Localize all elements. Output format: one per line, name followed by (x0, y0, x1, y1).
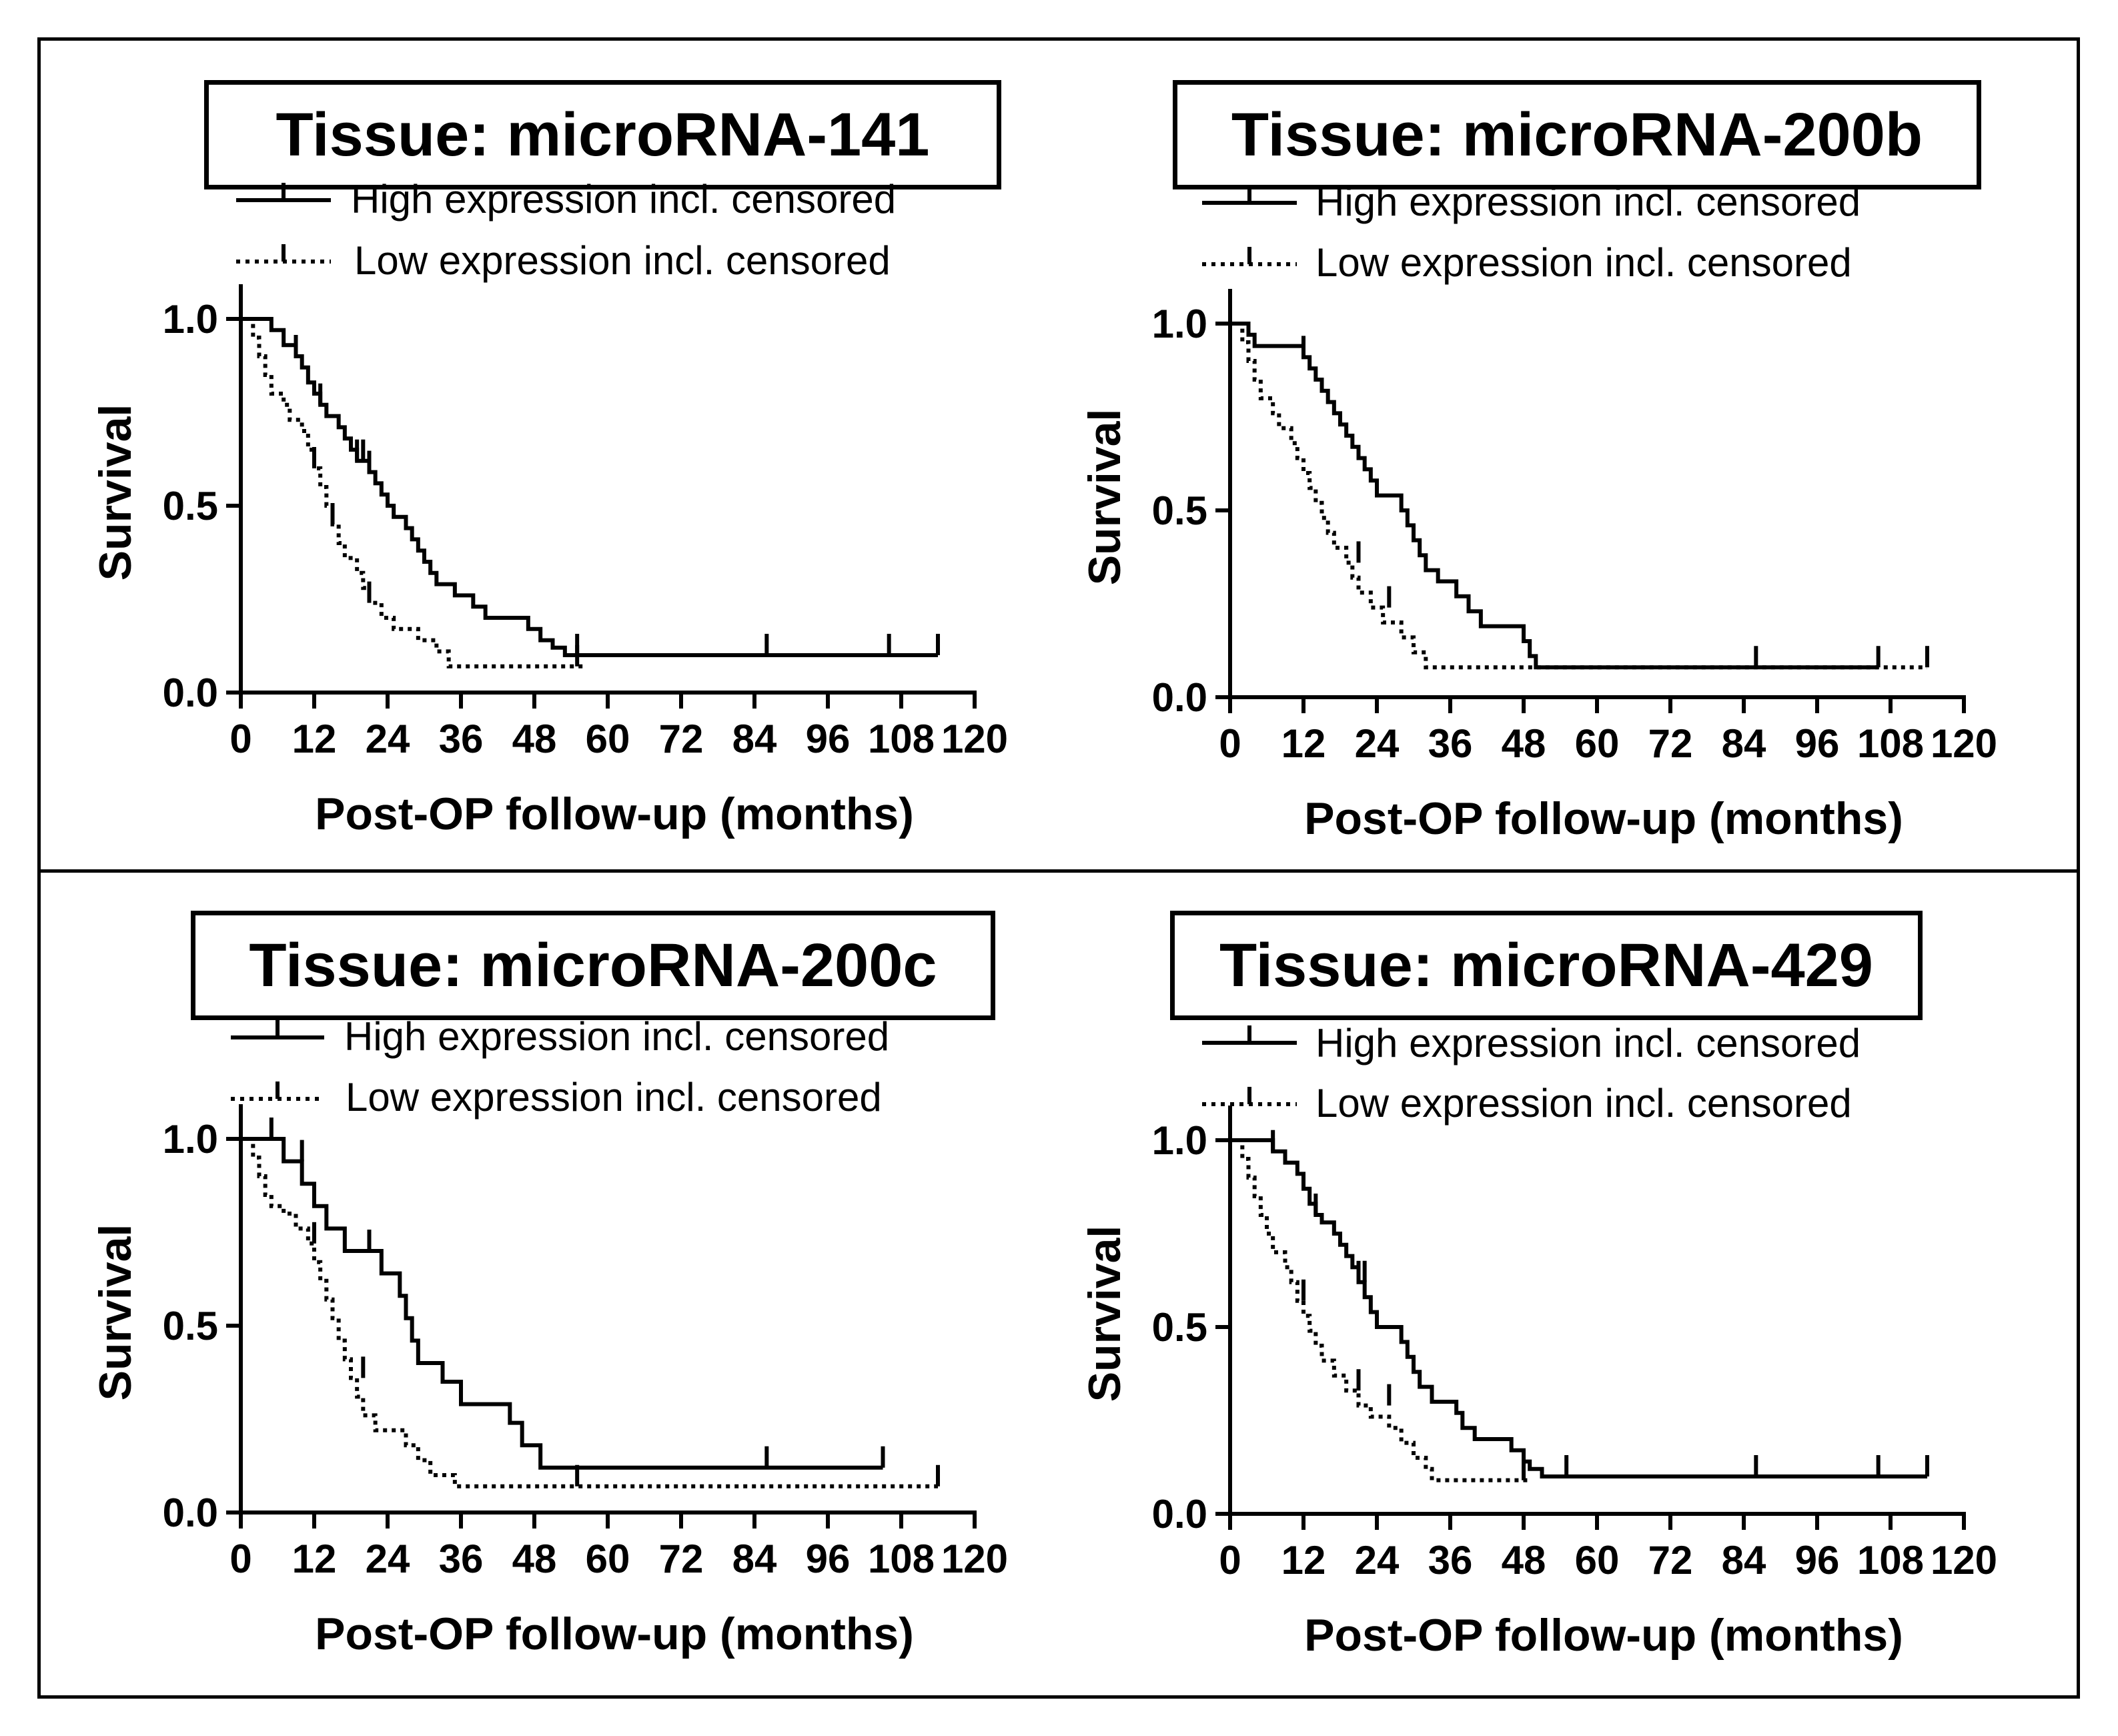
panel-title: Tissue: microRNA-200c (249, 931, 937, 999)
y-tick-label: 1.0 (1152, 1118, 1207, 1163)
legend-label-high: High expression incl. censored (1315, 179, 1861, 224)
km-plot-svg: 0 12 24 36 48 60 72 84 96 108 120 0.0 0.5 1.0 Post-OP … (1079, 1025, 1997, 1661)
x-tick-label: 12 (1281, 1538, 1326, 1583)
survival-curve-high (241, 1137, 883, 1470)
x-tick-label: 84 (732, 717, 777, 761)
x-tick-label: 24 (1355, 1538, 1400, 1583)
y-tick-label: 0.0 (1152, 675, 1207, 720)
km-panel-mir200b: Tissue: microRNA-200b High expression in… (1058, 37, 2079, 868)
x-tick-label: 96 (1795, 721, 1840, 766)
km-panel-mir141: Tissue: microRNA-141 High expression inc… (37, 37, 1058, 868)
panel-title: Tissue: microRNA-200b (1231, 100, 1923, 169)
x-axis-title: Post-OP follow-up (months) (315, 789, 914, 839)
legend-label-high: High expression incl. censored (351, 177, 897, 222)
x-tick-label: 96 (806, 1537, 851, 1581)
x-tick-label: 60 (1575, 1538, 1620, 1583)
x-tick-label: 36 (1428, 721, 1473, 766)
legend-label-low: Low expression incl. censored (354, 238, 891, 283)
x-tick-label: 12 (292, 1537, 337, 1581)
km-plot-svg: 0 12 24 36 48 60 72 84 96 108 120 0.0 0.5 1.0 Post-OP … (90, 1020, 1008, 1659)
y-axis-title: Survival (1079, 1226, 1130, 1402)
legend-label-low: Low expression incl. censored (1315, 240, 1852, 285)
survival-curve-low (241, 317, 584, 669)
x-tick-label: 0 (1219, 1538, 1241, 1583)
x-tick-label: 36 (439, 717, 484, 761)
x-tick-label: 108 (868, 1537, 935, 1581)
x-tick-label: 96 (1795, 1538, 1840, 1583)
x-tick-label: 108 (1857, 1538, 1924, 1583)
panel-title: Tissue: microRNA-429 (1219, 931, 1873, 999)
x-tick-label: 0 (229, 717, 251, 761)
x-tick-label: 0 (229, 1537, 251, 1581)
y-tick-label: 0.5 (163, 484, 218, 528)
legend-label-high: High expression incl. censored (1315, 1021, 1861, 1065)
x-axis-title: Post-OP follow-up (months) (315, 1609, 914, 1659)
x-tick-label: 108 (1857, 721, 1924, 766)
legend-label-low: Low expression incl. censored (346, 1075, 882, 1120)
x-tick-label: 60 (586, 717, 630, 761)
x-tick-label: 24 (366, 717, 410, 761)
panel-title-box: Tissue: microRNA-429 (1170, 911, 1923, 1020)
y-axis-title: Survival (1079, 409, 1130, 586)
x-tick-label: 12 (292, 717, 337, 761)
x-tick-label: 96 (806, 717, 851, 761)
y-tick-label: 0.5 (1152, 488, 1207, 533)
x-axis-title: Post-OP follow-up (months) (1304, 1610, 1903, 1661)
y-axis-title: Survival (90, 404, 141, 581)
figure-frame (37, 37, 2080, 1699)
y-tick-label: 0.5 (163, 1304, 218, 1348)
x-tick-label: 24 (1355, 721, 1400, 766)
panel-title-box: Tissue: microRNA-141 (204, 80, 1001, 189)
y-tick-label: 0.5 (1152, 1305, 1207, 1350)
x-tick-label: 120 (941, 1537, 1008, 1581)
x-tick-label: 120 (941, 717, 1008, 761)
x-tick-label: 84 (1722, 721, 1766, 766)
x-tick-label: 84 (1722, 1538, 1766, 1583)
survival-curve-low (241, 1137, 938, 1488)
x-tick-label: 48 (1502, 721, 1546, 766)
km-plot-svg: 0 12 24 36 48 60 72 84 96 108 120 0.0 0.5 1.0 Post-OP … (1079, 185, 1997, 844)
x-tick-label: 24 (366, 1537, 410, 1581)
survival-curve-high (241, 317, 938, 657)
panel-title-box: Tissue: microRNA-200b (1173, 80, 1981, 189)
legend-label-low: Low expression incl. censored (1315, 1081, 1852, 1126)
x-tick-label: 36 (1428, 1538, 1473, 1583)
x-tick-label: 48 (512, 717, 557, 761)
y-tick-label: 1.0 (163, 297, 218, 342)
y-tick-label: 0.0 (163, 671, 218, 715)
x-tick-label: 72 (659, 717, 704, 761)
survival-curve-high (1230, 322, 1879, 670)
x-tick-label: 48 (1502, 1538, 1546, 1583)
y-tick-label: 0.0 (1152, 1492, 1207, 1537)
x-tick-label: 108 (868, 717, 935, 761)
km-panel-mir200c: Tissue: microRNA-200c High expression in… (37, 868, 1058, 1699)
panel-divider (37, 869, 2080, 873)
x-tick-label: 60 (1575, 721, 1620, 766)
x-tick-label: 0 (1219, 721, 1241, 766)
panel-title: Tissue: microRNA-141 (276, 100, 930, 169)
x-tick-label: 48 (512, 1537, 557, 1581)
x-axis-title: Post-OP follow-up (months) (1304, 793, 1903, 844)
x-tick-label: 36 (439, 1537, 484, 1581)
y-tick-label: 0.0 (163, 1490, 218, 1535)
km-panel-mir429: Tissue: microRNA-429 High expression inc… (1058, 868, 2079, 1699)
y-axis-title: Survival (90, 1224, 141, 1401)
legend-label-high: High expression incl. censored (344, 1014, 890, 1059)
x-tick-label: 72 (1648, 721, 1693, 766)
survival-curve-low (1230, 322, 1927, 670)
x-tick-label: 120 (1931, 721, 1997, 766)
x-tick-label: 12 (1281, 721, 1326, 766)
x-tick-label: 120 (1931, 1538, 1997, 1583)
x-tick-label: 72 (1648, 1538, 1693, 1583)
x-tick-label: 72 (659, 1537, 704, 1581)
x-tick-label: 84 (732, 1537, 777, 1581)
y-tick-label: 1.0 (1152, 302, 1207, 346)
survival-curve-high (1230, 1138, 1927, 1478)
survival-curve-low (1230, 1138, 1530, 1482)
km-plot-svg: 0 12 24 36 48 60 72 84 96 108 120 0.0 0.5 1.0 Post-OP … (90, 183, 1008, 839)
y-tick-label: 1.0 (163, 1117, 218, 1162)
x-tick-label: 60 (586, 1537, 630, 1581)
panel-title-box: Tissue: microRNA-200c (191, 911, 995, 1020)
